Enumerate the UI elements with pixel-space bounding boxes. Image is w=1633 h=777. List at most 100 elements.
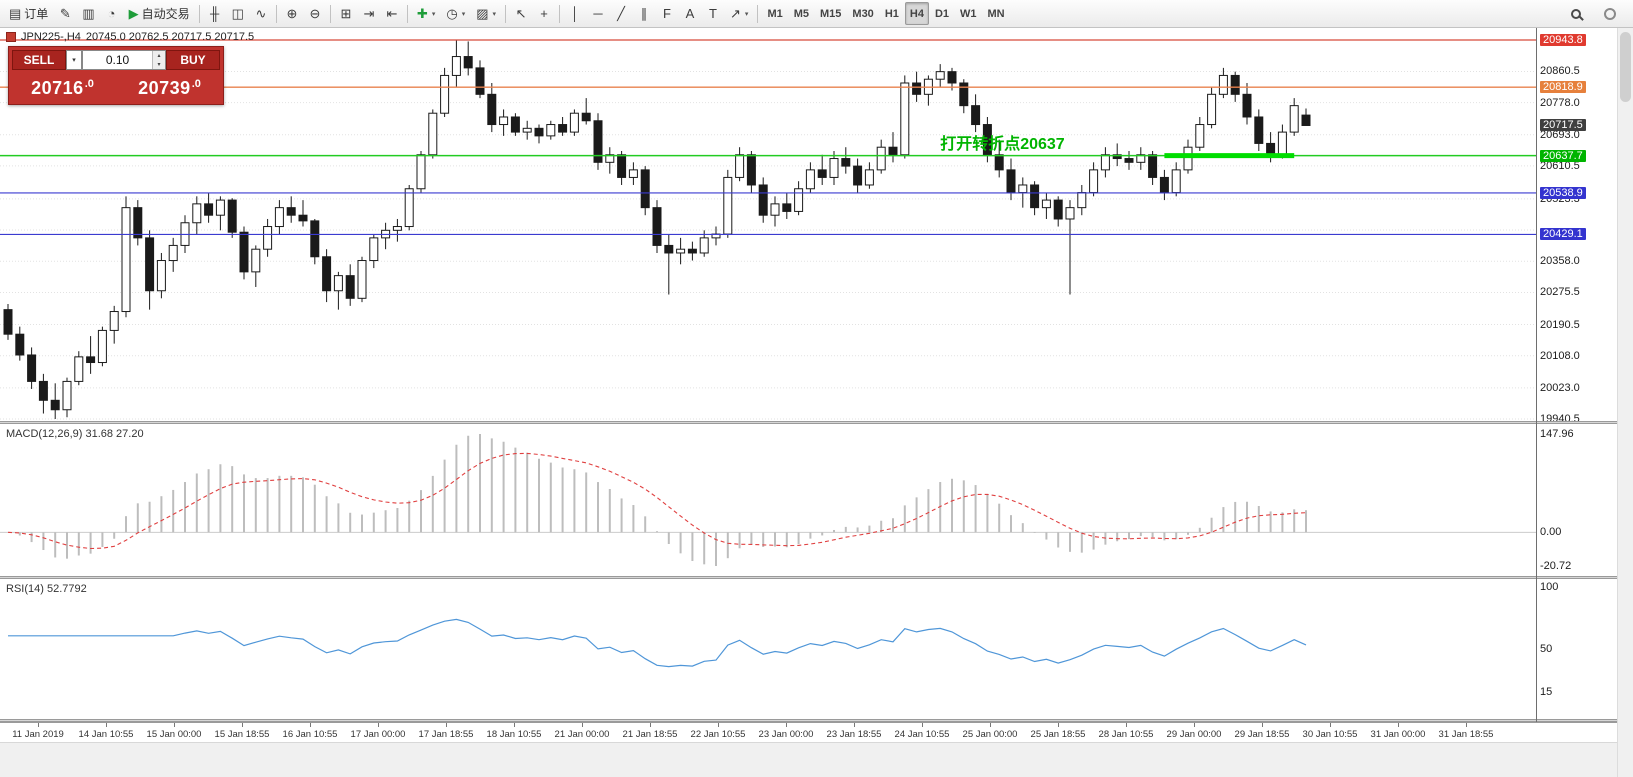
scrollbar-thumb[interactable] (1620, 32, 1631, 102)
periods-button[interactable]: ◷ ▾ (441, 2, 470, 25)
arrows-button[interactable]: ↗ ▾ (725, 2, 753, 25)
spinner-down-icon[interactable]: ▾ (157, 62, 161, 68)
vertical-line-button[interactable]: │ (564, 2, 586, 25)
dropdown-caret-icon: ▾ (431, 10, 436, 18)
time-axis-label: 30 Jan 10:55 (1302, 729, 1358, 740)
main-chart-canvas[interactable]: 打开转折点20637 (0, 28, 1536, 421)
macd-canvas[interactable] (0, 424, 1536, 576)
candlestick-chart-button[interactable]: ◫ (227, 2, 249, 25)
community-button[interactable] (1599, 2, 1621, 25)
panel-separator[interactable] (0, 421, 1617, 424)
chart-ohlc-quote: 20745.0 20762.5 20717.5 20717.5 (85, 31, 255, 43)
panel-separator[interactable] (0, 719, 1617, 722)
buy-button[interactable]: BUY (166, 50, 220, 70)
price-axis-label: 20275.5 (1540, 286, 1580, 299)
time-tick (1262, 723, 1263, 727)
price-axis-label: 20023.0 (1540, 381, 1580, 394)
timeframe-mn-button[interactable]: MN (983, 2, 1010, 25)
auto-scroll-button[interactable]: ⇥ (358, 2, 380, 25)
time-tick (922, 723, 923, 727)
order-type-dropdown[interactable]: ▾ (66, 50, 82, 70)
price-badge: 20943.8 (1540, 34, 1586, 46)
timeframe-m30-button[interactable]: M30 (847, 2, 878, 25)
timeframe-m1-button[interactable]: M1 (762, 2, 787, 25)
search-icon (1571, 8, 1581, 19)
new-order-label: 订单 (24, 7, 49, 21)
price-axis[interactable]: 20943.8 20860.5 20818.9 20778.0 20717.5 20693… (1537, 28, 1617, 722)
buy-price[interactable]: 20739 .0 (116, 73, 223, 104)
horizontal-line-button[interactable]: ─ (587, 2, 609, 25)
time-axis-label: 17 Jan 00:00 (350, 729, 406, 740)
candles-layer (3, 40, 1311, 419)
timeframe-m5-label: M5 (793, 7, 809, 20)
sell-price[interactable]: 20716 .0 (9, 73, 116, 104)
line-chart-button[interactable]: ∿ (250, 2, 272, 25)
time-axis-label: 14 Jan 10:55 (78, 729, 134, 740)
timeframe-d1-button[interactable]: D1 (930, 2, 954, 25)
templates-icon: ▨ (476, 6, 489, 21)
autotrading-icon: ▶ (128, 6, 139, 21)
terminal-button[interactable]: ▥ (77, 2, 99, 25)
toolbar-separator (757, 4, 759, 23)
toolbar-separator (329, 4, 331, 23)
auto-scroll-icon: ⇥ (363, 6, 375, 21)
text-button[interactable]: A (679, 2, 701, 25)
indicators-button[interactable]: ✚ ▾ (412, 2, 440, 25)
strategy-tester-button[interactable]: ◔ (101, 2, 123, 25)
trendline-button[interactable]: ╱ (610, 2, 632, 25)
time-axis-label: 21 Jan 18:55 (622, 729, 678, 740)
time-axis-label: 28 Jan 10:55 (1098, 729, 1154, 740)
timeframe-w1-button[interactable]: W1 (955, 2, 982, 25)
vertical-line-icon: │ (570, 6, 580, 21)
price-badge: 20818.9 (1540, 81, 1586, 94)
time-tick (310, 723, 311, 727)
channel-button[interactable]: ∥ (633, 2, 655, 25)
time-axis[interactable]: 11 Jan 2019 14 Jan 10:55 15 Jan 00:00 15 Ja… (0, 722, 1617, 742)
volume-input[interactable]: 0.10 (105, 53, 130, 67)
templates-button[interactable]: ▨ ▾ (471, 2, 501, 25)
price-axis-label: 20693.0 (1540, 128, 1580, 141)
time-axis-label: 25 Jan 18:55 (1030, 729, 1086, 740)
zoom-in-button[interactable]: ⊕ (281, 2, 303, 25)
strategy-tester-icon: ◔ (107, 6, 116, 21)
timeframe-m15-label: M15 (820, 7, 842, 20)
search-button[interactable] (1565, 2, 1587, 25)
time-tick (1466, 723, 1467, 727)
community-icon (1604, 7, 1616, 20)
rsi-canvas[interactable] (0, 579, 1536, 719)
timeframe-m5-button[interactable]: M5 (789, 2, 814, 25)
dropdown-caret-icon: ▾ (492, 10, 497, 18)
vertical-scrollbar[interactable] (1617, 28, 1633, 777)
chevron-down-icon: ▾ (72, 57, 76, 64)
sell-price-main: 20716 (31, 78, 84, 98)
trade-prices-row: 20716 .0 20739 .0 (9, 73, 223, 104)
label-button[interactable]: T (702, 2, 724, 25)
timeframe-h1-button[interactable]: H1 (880, 2, 904, 25)
spinner-up-icon[interactable]: ▴ (157, 53, 161, 59)
toolbar-separator (406, 4, 408, 23)
timeframe-m15-button[interactable]: M15 (815, 2, 846, 25)
tile-windows-button[interactable]: ⊞ (335, 2, 357, 25)
toolbar-right-group (1565, 2, 1629, 25)
new-order-button[interactable]: ▤ 订单 (4, 2, 53, 25)
time-axis-label: 23 Jan 18:55 (826, 729, 882, 740)
zoom-out-button[interactable]: ⊖ (304, 2, 326, 25)
bar-chart-button[interactable]: ╫ (204, 2, 226, 25)
chart-shift-button[interactable]: ⇤ (381, 2, 403, 25)
zoom-out-icon: ⊖ (309, 6, 321, 21)
text-icon: A (685, 6, 695, 21)
price-axis-label: 20610.5 (1540, 159, 1580, 172)
timeframe-h4-button[interactable]: H4 (904, 2, 929, 25)
label-icon: T (709, 6, 717, 21)
crosshair-button[interactable]: + (533, 2, 555, 25)
time-tick (446, 723, 447, 727)
time-axis-label: 31 Jan 18:55 (1438, 729, 1494, 740)
time-tick (378, 723, 379, 727)
panel-separator[interactable] (0, 576, 1617, 579)
metaeditor-button[interactable]: ✎ (54, 2, 76, 25)
cursor-button[interactable]: ↖ (510, 2, 532, 25)
crosshair-icon: + (540, 6, 548, 21)
autotrading-button[interactable]: ▶ 自动交易 (124, 2, 195, 25)
sell-button[interactable]: SELL (12, 50, 66, 70)
fibonacci-button[interactable]: F (656, 2, 678, 25)
